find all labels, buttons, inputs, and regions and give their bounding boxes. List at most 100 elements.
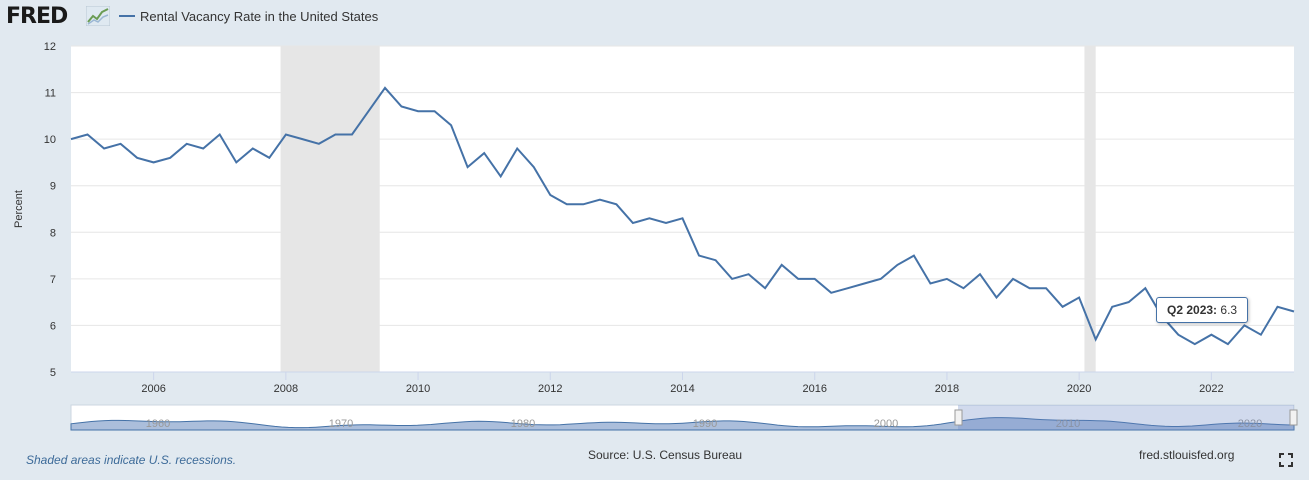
data-point-35[interactable] [646, 215, 652, 221]
site-link[interactable]: fred.stlouisfed.org [1139, 448, 1235, 462]
data-point-2[interactable] [101, 145, 107, 151]
data-point-52[interactable] [927, 281, 933, 287]
navigator-year-labels: 1960 1970 1980 1990 2000 2010 2020 [146, 418, 1262, 430]
navigator-label-2020: 2020 [1238, 418, 1262, 430]
data-point-4[interactable] [134, 155, 140, 161]
navigator-label-1960: 1960 [146, 418, 170, 430]
data-point-7[interactable] [184, 141, 190, 147]
data-point-43[interactable] [779, 262, 785, 268]
data-point-57[interactable] [1010, 276, 1016, 282]
data-point-67[interactable] [1175, 332, 1181, 338]
series-line-rental-vacancy-rate[interactable] [70, 86, 1295, 346]
data-point-48[interactable] [861, 281, 867, 287]
data-point-30[interactable] [564, 201, 570, 207]
y-tick-label-5: 5 [50, 367, 56, 379]
data-point-25[interactable] [481, 150, 487, 156]
data-point-40[interactable] [729, 276, 735, 282]
x-tick-label-2014: 2014 [670, 383, 694, 395]
data-point-64[interactable] [1126, 299, 1132, 305]
data-point-11[interactable] [250, 145, 256, 151]
data-point-0[interactable] [68, 136, 74, 142]
data-point-74[interactable] [1291, 308, 1297, 314]
recession-shading [280, 46, 1096, 372]
data-point-23[interactable] [448, 122, 454, 128]
data-point-32[interactable] [597, 197, 603, 203]
data-point-34[interactable] [630, 220, 636, 226]
data-tooltip: Q2 2023: 6.3 [1156, 297, 1249, 323]
data-point-41[interactable] [746, 271, 752, 277]
data-point-22[interactable] [432, 108, 438, 114]
data-point-46[interactable] [828, 290, 834, 296]
data-point-9[interactable] [217, 131, 223, 137]
data-point-19[interactable] [382, 85, 388, 91]
data-point-27[interactable] [514, 145, 520, 151]
data-point-63[interactable] [1109, 304, 1115, 310]
data-point-45[interactable] [812, 276, 818, 282]
chart-header: FRED Rental Vacancy Rate in the United S… [0, 0, 1309, 36]
data-point-21[interactable] [415, 108, 421, 114]
data-point-15[interactable] [316, 141, 322, 147]
data-point-24[interactable] [465, 164, 471, 170]
navigator[interactable]: 1960 1970 1980 1990 2000 2010 2020 [70, 404, 1298, 431]
data-point-44[interactable] [795, 276, 801, 282]
data-point-53[interactable] [944, 276, 950, 282]
navigator-label-2010: 2010 [1056, 418, 1080, 430]
data-point-26[interactable] [498, 173, 504, 179]
data-point-70[interactable] [1225, 341, 1231, 347]
fullscreen-icon[interactable] [1279, 453, 1293, 467]
data-point-18[interactable] [365, 108, 371, 114]
tooltip-period: Q2 2023: [1167, 303, 1218, 317]
x-axis-tick-labels: 2006 2008 2010 2012 2014 2016 2018 2020 2022 [141, 372, 1224, 395]
data-point-33[interactable] [613, 201, 619, 207]
data-point-73[interactable] [1274, 304, 1280, 310]
data-point-29[interactable] [547, 192, 553, 198]
data-point-47[interactable] [845, 285, 851, 291]
data-point-14[interactable] [299, 136, 305, 142]
data-point-55[interactable] [977, 271, 983, 277]
navigator-left-handle[interactable] [954, 409, 963, 426]
navigator-right-handle[interactable] [1289, 409, 1298, 426]
data-point-37[interactable] [680, 215, 686, 221]
data-point-17[interactable] [349, 131, 355, 137]
data-point-8[interactable] [200, 145, 206, 151]
data-point-39[interactable] [713, 257, 719, 263]
data-point-68[interactable] [1192, 341, 1198, 347]
data-point-72[interactable] [1258, 332, 1264, 338]
y-tick-label-6: 6 [50, 320, 56, 332]
data-point-62[interactable] [1093, 336, 1099, 342]
data-point-6[interactable] [167, 155, 173, 161]
data-point-5[interactable] [151, 159, 157, 165]
data-point-28[interactable] [531, 164, 537, 170]
data-point-71[interactable] [1241, 322, 1247, 328]
y-tick-label-11: 11 [45, 88, 56, 100]
data-point-51[interactable] [911, 253, 917, 259]
data-point-58[interactable] [1027, 285, 1033, 291]
data-point-20[interactable] [399, 104, 405, 110]
data-point-60[interactable] [1060, 304, 1066, 310]
data-point-49[interactable] [878, 276, 884, 282]
data-point-10[interactable] [233, 159, 239, 165]
data-point-3[interactable] [118, 141, 124, 147]
data-point-1[interactable] [85, 131, 91, 137]
data-point-16[interactable] [332, 131, 338, 137]
data-point-59[interactable] [1043, 285, 1049, 291]
legend-series-label[interactable]: Rental Vacancy Rate in the United States [140, 9, 379, 24]
data-point-13[interactable] [283, 131, 289, 137]
data-point-36[interactable] [663, 220, 669, 226]
data-point-54[interactable] [960, 285, 966, 291]
y-tick-label-10: 10 [44, 134, 56, 146]
data-point-42[interactable] [762, 285, 768, 291]
data-point-31[interactable] [580, 201, 586, 207]
x-tick-label-2012: 2012 [538, 383, 562, 395]
data-point-56[interactable] [994, 294, 1000, 300]
data-point-69[interactable] [1208, 332, 1214, 338]
data-point-38[interactable] [696, 253, 702, 259]
data-point-65[interactable] [1142, 285, 1148, 291]
navigator-selected-range[interactable] [958, 405, 1294, 430]
data-point-61[interactable] [1076, 294, 1082, 300]
data-point-50[interactable] [894, 262, 900, 268]
navigator-label-1970: 1970 [329, 418, 353, 430]
data-point-12[interactable] [266, 155, 272, 161]
navigator-series-area [70, 417, 1295, 431]
fred-logo[interactable]: FRED [6, 4, 68, 29]
